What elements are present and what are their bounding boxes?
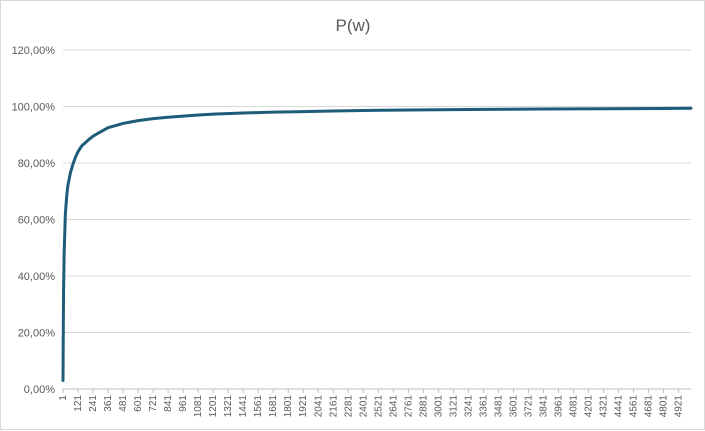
x-tick-label: 1201 (208, 395, 219, 418)
x-tick-label: 4681 (644, 395, 655, 418)
x-tick-label: 1801 (283, 395, 294, 418)
y-axis-tick-labels: 0,00% 20,00% 40,00% 60,00% 80,00% 100,00% 120,… (12, 45, 56, 396)
x-tick-label: 721 (148, 395, 159, 412)
x-tick-label: 2881 (418, 395, 429, 418)
x-tick-label: 4801 (659, 395, 670, 418)
x-tick-label: 3121 (448, 395, 459, 418)
y-tick-label: 40,00% (18, 271, 56, 283)
x-tick-label: 4201 (584, 395, 595, 418)
x-tick-label: 2401 (358, 395, 369, 418)
x-tick-label: 841 (163, 395, 174, 412)
series-line (61, 106, 693, 383)
x-tick-label: 1561 (253, 395, 264, 418)
x-tick-label: 1921 (298, 395, 309, 418)
x-tick-label: 3841 (538, 395, 549, 418)
x-tick-label: 121 (73, 395, 84, 412)
x-tick-label: 481 (118, 395, 129, 412)
x-tick-label: 4321 (599, 395, 610, 418)
x-tick-label: 3361 (478, 395, 489, 418)
series-layer (61, 106, 693, 383)
x-tick-label: 361 (103, 395, 114, 412)
x-tick-label: 4441 (614, 395, 625, 418)
x-tick-label: 2641 (388, 395, 399, 418)
x-tick-label: 1441 (238, 395, 249, 418)
gridlines (63, 49, 691, 390)
x-tick-label: 2761 (403, 395, 414, 418)
x-axis-tick-labels: 1 121 241 361 481 601 721 841 961 1081 1201 1321 144… (58, 389, 685, 417)
x-tick-label: 4921 (674, 395, 685, 418)
y-tick-label: 100,00% (12, 102, 56, 114)
x-tick-label: 2521 (373, 395, 384, 418)
x-tick-label: 3241 (463, 395, 474, 418)
x-tick-label: 1321 (223, 395, 234, 418)
y-tick-label: 20,00% (18, 328, 56, 340)
y-tick-label: 60,00% (18, 215, 56, 227)
x-tick-label: 4081 (569, 395, 580, 418)
x-tick-label: 3961 (553, 395, 564, 418)
x-tick-label: 3601 (508, 395, 519, 418)
x-tick-label: 3721 (523, 395, 534, 418)
chart-title: P(w) (336, 16, 371, 35)
x-tick-label: 1 (58, 395, 69, 401)
x-tick-label: 3001 (433, 395, 444, 418)
y-tick-label: 0,00% (24, 384, 55, 396)
x-tick-label: 1681 (268, 395, 279, 418)
x-tick-label: 961 (178, 395, 189, 412)
x-tick-label: 2041 (313, 395, 324, 418)
x-tick-label: 1081 (193, 395, 204, 418)
y-tick-label: 120,00% (12, 45, 56, 57)
x-tick-label: 241 (88, 395, 99, 412)
x-tick-label: 3481 (493, 395, 504, 418)
x-tick-label: 4561 (629, 395, 640, 418)
y-tick-label: 80,00% (18, 158, 56, 170)
x-tick-label: 601 (133, 395, 144, 412)
x-tick-label: 2281 (343, 395, 354, 418)
x-tick-label: 2161 (328, 395, 339, 418)
